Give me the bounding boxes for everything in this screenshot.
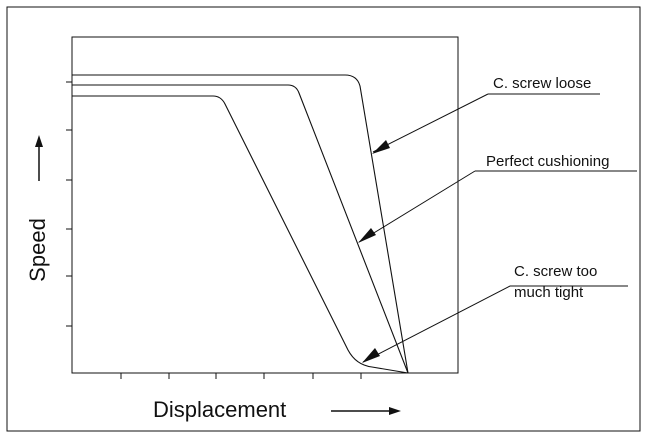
curve-perfect-cushioning [72,84,409,374]
annotation-screw-loose: C. screw loose [493,75,591,92]
leader-line-screw-loose [372,93,489,153]
x-axis-arrow-head [389,407,401,415]
outer-frame [6,6,641,432]
y-axis-title: Speed [25,218,50,282]
y-axis-ticks [66,81,72,327]
arrowhead-screw-too-tight [362,348,380,363]
curve-screw-loose [72,74,409,374]
annotation-perfect-cushioning: Perfect cushioning [486,153,609,170]
annotation-screw-too-tight-line1: C. screw too [514,263,597,280]
plot-frame [71,36,459,374]
y-axis-arrow-head [35,135,43,147]
curve-screw-too-tight [72,95,409,374]
arrowhead-perfect-cushioning [358,228,376,243]
annotation-screw-too-tight-line2: much tight [514,284,584,301]
x-axis-title: Displacement [153,397,286,422]
leader-line-screw-too-tight [362,285,511,363]
leader-line-perfect-cushioning [358,170,476,243]
x-axis-ticks [120,373,362,379]
arrowhead-screw-loose [372,140,390,154]
